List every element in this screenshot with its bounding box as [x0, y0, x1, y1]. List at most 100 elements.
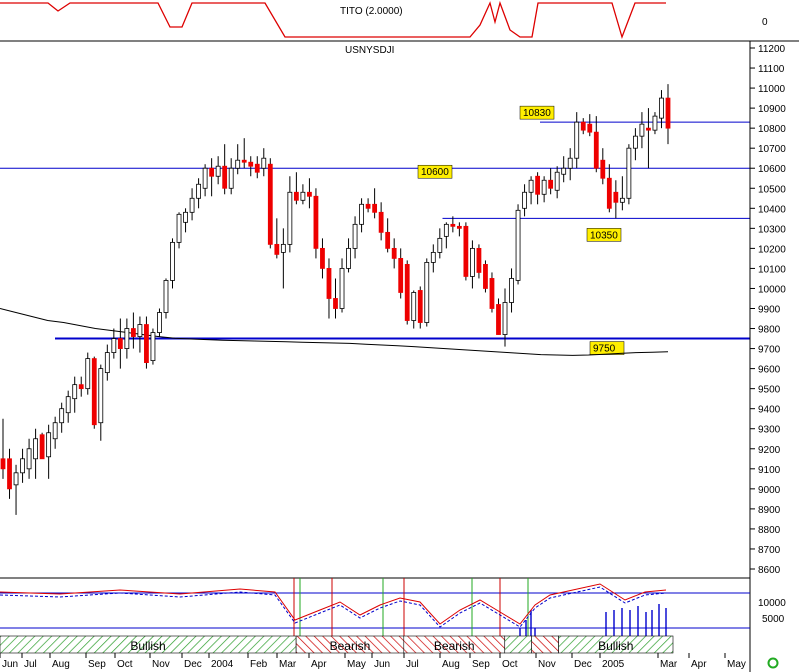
y-tick-label: 9800: [758, 325, 781, 336]
x-tick-label: Aug: [52, 659, 70, 670]
candle-bearish: [365, 203, 371, 209]
candle-bullish: [470, 247, 475, 277]
candle-bullish: [574, 121, 580, 159]
candle-bearish: [254, 163, 260, 173]
y-tick-label: 8700: [758, 545, 781, 556]
candle-bullish: [189, 197, 195, 213]
candle-bullish: [235, 159, 241, 169]
candle-bullish: [33, 438, 38, 460]
candle-bearish: [580, 121, 586, 131]
candle-bullish: [541, 179, 547, 195]
candle-bullish: [163, 280, 169, 313]
candle-bullish: [561, 167, 567, 175]
y-tick-label: 9200: [758, 445, 781, 456]
candle-bullish: [509, 278, 514, 303]
y-tick-label: 10100: [758, 264, 786, 275]
candle-bullish: [176, 213, 182, 243]
x-tick-label: Dec: [574, 659, 592, 670]
candle-bearish: [222, 165, 228, 189]
candle-bearish: [274, 243, 280, 255]
candle-bullish: [280, 243, 286, 253]
tito-panel-title: TITO (2.0000): [340, 6, 403, 17]
candle-bullish: [150, 332, 156, 361]
candle-bearish: [613, 191, 619, 203]
y-tick-label: 10400: [758, 204, 786, 215]
candle-bearish: [320, 247, 325, 269]
candle-bullish: [52, 422, 58, 440]
y-tick-label: 10600: [758, 164, 786, 175]
candle-bullish: [443, 223, 449, 237]
x-tick-label: Nov: [538, 659, 556, 670]
candle-bearish: [535, 175, 541, 195]
candle-bullish: [346, 247, 351, 269]
candle-bearish: [483, 264, 488, 289]
candle-bearish: [463, 225, 469, 277]
x-tick-label: May: [347, 659, 366, 670]
y-tick-label: 10500: [758, 184, 786, 195]
candle-bullish: [98, 368, 104, 424]
candle-bullish: [124, 328, 130, 349]
candle-bullish: [215, 165, 221, 177]
price-panel-title: USNYSDJI: [345, 45, 394, 56]
x-tick-label: Jul: [24, 659, 37, 670]
candle-bullish: [359, 203, 364, 225]
candle-bullish: [633, 135, 638, 149]
oscillator-line: [0, 583, 667, 625]
y-tick-label: 8900: [758, 505, 781, 516]
y-tick-label: 10000: [758, 284, 786, 295]
candle-bearish: [404, 264, 410, 321]
candle-bearish: [385, 231, 391, 249]
candle-bearish: [241, 159, 247, 163]
candle-bearish: [398, 258, 404, 293]
level-label: 10830: [523, 108, 551, 119]
candle-bearish: [587, 123, 593, 133]
candle-bullish: [170, 241, 175, 281]
candle-bullish: [46, 432, 52, 458]
candle-bullish: [72, 384, 78, 400]
candle-bullish: [430, 251, 436, 263]
candle-bearish: [665, 97, 671, 129]
candle-bullish: [567, 157, 573, 169]
candle-bearish: [117, 338, 123, 349]
candle-bearish: [476, 247, 482, 273]
y-tick-label: 11200: [758, 44, 786, 55]
candle-bullish: [339, 268, 345, 309]
trend-segment-label: Bearish: [434, 639, 475, 653]
x-tick-label: Jun: [374, 659, 390, 670]
y-tick-label: 9900: [758, 305, 781, 316]
candle-bullish: [202, 167, 208, 189]
candle-bearish: [333, 298, 338, 309]
x-tick-label: Apr: [311, 659, 327, 670]
candle-bullish: [554, 171, 560, 191]
candle-bullish: [196, 183, 201, 199]
candle-bearish: [307, 191, 312, 197]
trend-segment-label: Bullish: [598, 639, 633, 653]
y-tick-label: 8800: [758, 525, 781, 536]
candle-bullish: [639, 123, 645, 137]
candle-bearish: [144, 324, 149, 364]
candle-bearish: [646, 127, 651, 131]
candle-bullish: [522, 191, 527, 209]
candle-bearish: [593, 131, 599, 169]
candle-bullish: [300, 191, 306, 201]
candle-bearish: [209, 167, 215, 177]
refresh-icon[interactable]: [767, 657, 779, 669]
candlesticks: [0, 84, 671, 515]
volume-bars: [519, 604, 667, 636]
candle-bullish: [13, 472, 19, 486]
y-tick-label: 10200: [758, 244, 786, 255]
candle-bearish: [456, 225, 462, 229]
tito-indicator-line: [0, 0, 666, 40]
y-tick-label: 10800: [758, 124, 786, 135]
oscillator-signal-line: [0, 586, 667, 628]
x-tick-label: Sep: [472, 659, 490, 670]
candle-bearish: [548, 179, 554, 189]
candle-bullish: [659, 97, 664, 119]
candle-bearish: [7, 458, 12, 490]
x-tick-label: Feb: [250, 659, 268, 670]
candle-bullish: [111, 338, 117, 353]
y-tick-label: 9300: [758, 425, 781, 436]
candle-bullish: [104, 352, 110, 374]
candle-bullish: [85, 358, 91, 390]
x-tick-label: Oct: [502, 659, 518, 670]
